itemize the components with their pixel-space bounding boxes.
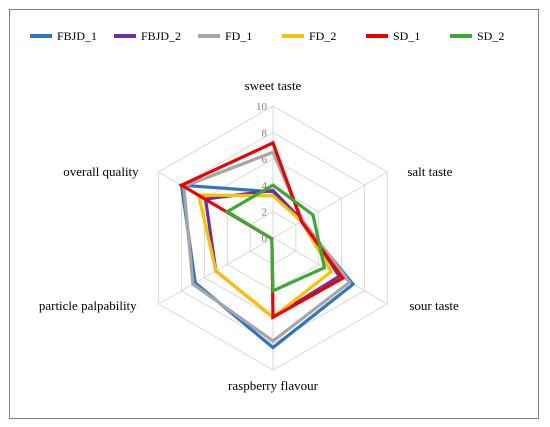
legend-label: FBJD_2 [141, 29, 181, 43]
axis-label-overall-quality: overall quality [63, 164, 139, 179]
legend: FBJD_1 FBJD_2 FD_1 FD_2 SD_1 SD_2 [30, 29, 504, 43]
legend-label: FBJD_1 [57, 29, 97, 43]
tick-label: 6 [262, 154, 268, 166]
axis-labels: sweet taste salt taste sour taste raspberry… [39, 78, 459, 393]
axis-label-sweet-taste: sweet taste [245, 78, 302, 93]
axis-label-raspberry-flavour: raspberry flavour [228, 378, 319, 393]
tick-label: 0 [262, 233, 268, 245]
radar-series-group [178, 140, 356, 350]
legend-label: FD_1 [225, 29, 252, 43]
series-line-sd-1 [178, 140, 346, 320]
legend-label: SD_2 [477, 29, 504, 43]
legend-label: FD_2 [309, 29, 336, 43]
axis-spoke [272, 171, 388, 239]
radial-tick-labels: 0 2 4 6 8 10 [256, 101, 268, 245]
axis-label-salt-taste: salt taste [407, 164, 452, 179]
tick-label: 10 [256, 101, 268, 113]
axis-label-particle-palpability: particle palpability [39, 298, 137, 313]
axis-label-sour-taste: sour taste [409, 298, 459, 313]
legend-label: SD_1 [393, 29, 420, 43]
tick-label: 4 [262, 180, 268, 192]
chart-frame [9, 9, 539, 419]
tick-label: 2 [262, 207, 268, 219]
tick-label: 8 [262, 127, 268, 139]
series-line-sd-2 [224, 183, 327, 294]
